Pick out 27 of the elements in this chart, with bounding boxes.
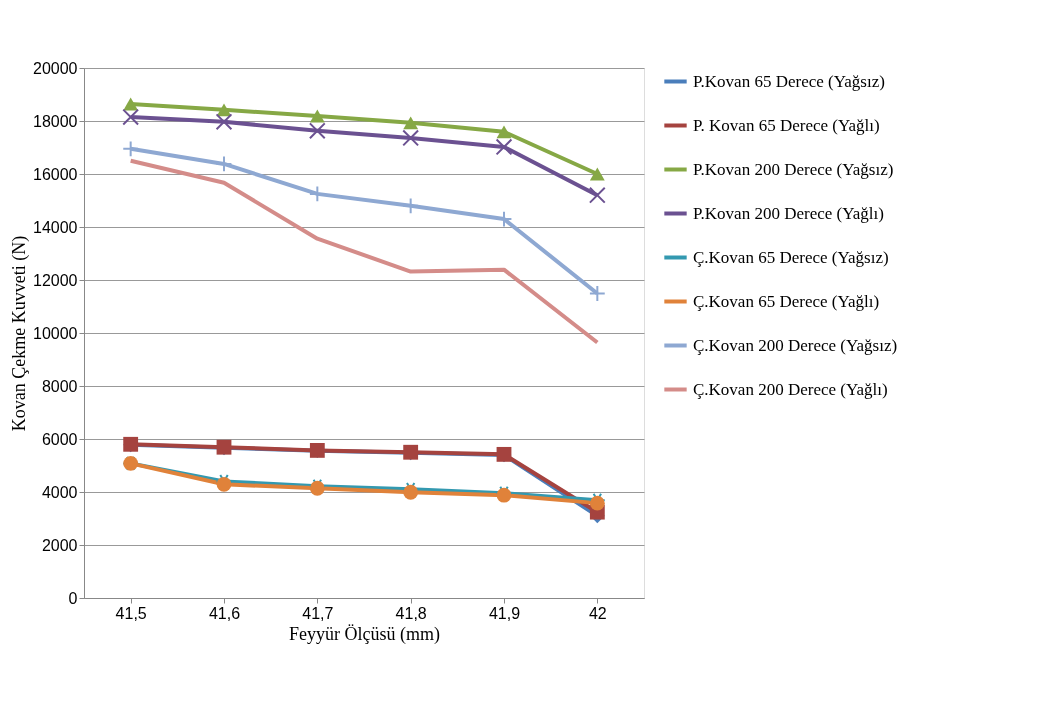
legend-label: Ç.Kovan 200 Derece (Yağlı) xyxy=(693,379,888,399)
legend-label: P.Kovan 200 Derece (Yağlı) xyxy=(693,203,884,223)
x-tick-label: 41,6 xyxy=(208,604,241,622)
legend-label: P. Kovan 65 Derece (Yağlı) xyxy=(693,115,880,135)
legend-label: P.Kovan 200 Derece (Yağsız) xyxy=(693,159,894,179)
x-axis-title: Feyyür Ölçüsü (mm) xyxy=(289,623,440,645)
legend-label: P.Kovan 65 Derece (Yağsız) xyxy=(693,71,885,91)
y-tick-label: 8000 xyxy=(41,377,78,395)
y-tick-label: 16000 xyxy=(33,165,78,183)
legend-label: Ç.Kovan 65 Derece (Yağlı) xyxy=(693,291,880,311)
legend-label: Ç.Kovan 200 Derece (Yağsız) xyxy=(693,335,898,355)
y-tick-label: 14000 xyxy=(33,218,78,236)
x-tick-label: 41,9 xyxy=(488,604,521,622)
y-tick-label: 20000 xyxy=(33,59,78,77)
y-tick-label: 18000 xyxy=(33,112,78,130)
y-tick-label: 6000 xyxy=(41,430,78,448)
x-tick-label: 41,8 xyxy=(395,604,427,622)
y-tick-label: 2000 xyxy=(41,536,78,554)
x-tick-label: 41,7 xyxy=(302,604,334,622)
y-tick-label: 12000 xyxy=(33,271,78,289)
x-tick-label: 41,5 xyxy=(115,604,147,622)
y-axis-title: Kovan Çekme Kuvveti (N) xyxy=(9,235,31,432)
x-tick-label: 42 xyxy=(588,604,607,622)
y-tick-label: 10000 xyxy=(33,324,78,342)
y-tick-label: 4000 xyxy=(41,483,78,501)
legend-label: Ç.Kovan 65 Derece (Yağsız) xyxy=(693,247,889,267)
y-tick-label: 0 xyxy=(68,589,78,607)
